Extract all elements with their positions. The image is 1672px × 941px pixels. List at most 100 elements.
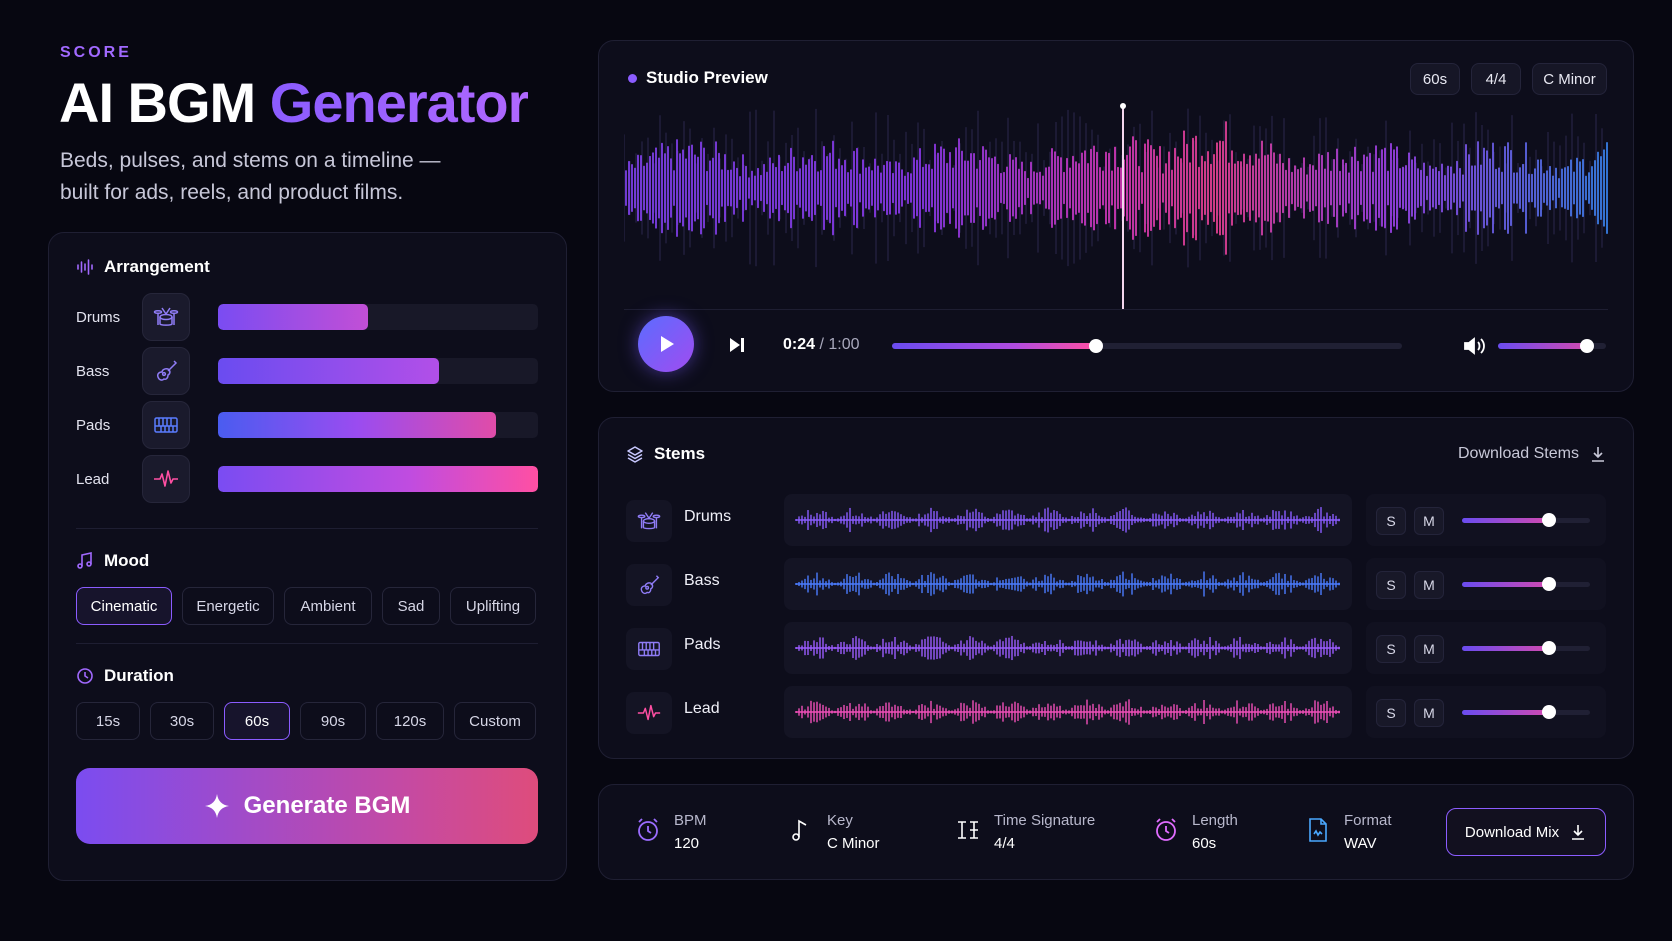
mood-title: Mood	[104, 551, 150, 570]
current-time: 0:24	[783, 336, 816, 353]
brand-label: SCORE	[60, 44, 132, 61]
play-button[interactable]	[638, 316, 694, 372]
download-stems-link[interactable]: Download Stems	[1458, 445, 1607, 463]
pads-level-fill	[218, 412, 497, 438]
arrangement-row-drums: Drums	[76, 293, 538, 341]
time-signature-icon	[958, 821, 978, 839]
stem-icon-box	[626, 564, 672, 606]
guitar-icon	[157, 360, 178, 381]
stem-volume-knob[interactable]	[1542, 577, 1557, 591]
title-main: AI BGM	[59, 71, 256, 134]
master-volume-track[interactable]	[1498, 339, 1606, 353]
drums-icon-box[interactable]	[142, 293, 190, 341]
drums-level-track[interactable]	[218, 304, 538, 330]
waveform-divider	[624, 309, 1608, 310]
stem-waveform-lead[interactable]	[784, 686, 1352, 738]
stem-name: Lead	[684, 700, 720, 717]
main-waveform[interactable]	[624, 100, 1608, 312]
meta-value: 4/4	[994, 835, 1015, 852]
play-icon	[661, 336, 674, 352]
duration-chip-120s[interactable]: 120s	[376, 702, 444, 740]
pads-level-track[interactable]	[218, 412, 538, 438]
solo-button[interactable]: S	[1376, 699, 1406, 727]
arrangement-label: Lead	[76, 470, 110, 488]
total-time: / 1:00	[819, 336, 860, 353]
duration-chip-30s[interactable]: 30s	[150, 702, 214, 740]
sparkle-icon	[204, 794, 229, 818]
stem-row-drums: Drums S M	[626, 494, 1606, 548]
drums-icon	[153, 307, 179, 326]
lead-level-fill	[218, 466, 538, 492]
mood-divider	[76, 643, 538, 644]
meta-key-signature: Key C Minor	[787, 810, 880, 856]
duration-chip-15s[interactable]: 15s	[76, 702, 140, 740]
meta-key: BPM	[674, 812, 707, 829]
solo-button[interactable]: S	[1376, 571, 1406, 599]
meta-time-signature: Time Signature 4/4	[954, 810, 1095, 856]
arrangement-label: Pads	[76, 416, 111, 434]
mute-button[interactable]: M	[1414, 571, 1444, 599]
mood-chip-cinematic[interactable]: Cinematic	[76, 587, 172, 625]
bass-level-track[interactable]	[218, 358, 538, 384]
duration-chip-60s[interactable]: 60s	[224, 702, 290, 740]
arrangement-label: Bass	[76, 362, 110, 380]
lead-icon-box[interactable]	[142, 455, 190, 503]
arrangement-divider	[76, 528, 538, 529]
stem-volume-fill	[1462, 710, 1550, 715]
mood-chip-sad[interactable]: Sad	[382, 587, 440, 625]
mute-button[interactable]: M	[1414, 699, 1444, 727]
mute-button[interactable]: M	[1414, 507, 1444, 535]
arrangement-row-lead: Lead	[76, 455, 538, 503]
download-mix-button[interactable]: Download Mix	[1446, 808, 1606, 856]
lead-level-track[interactable]	[218, 466, 538, 492]
meta-key: Time Signature	[994, 812, 1096, 829]
pulse-icon	[154, 470, 178, 487]
skip-forward-icon[interactable]	[727, 335, 747, 355]
stem-volume-slider[interactable]	[1462, 577, 1590, 591]
stem-volume-slider[interactable]	[1462, 641, 1590, 655]
playhead-top-dot	[1120, 103, 1126, 109]
duration-title: Duration	[104, 666, 174, 685]
meta-value: 120	[674, 835, 700, 852]
alarm-clock-icon	[1156, 818, 1176, 841]
stem-waveform-pads[interactable]	[784, 622, 1352, 674]
mood-heading: Mood	[76, 551, 149, 571]
stem-volume-knob[interactable]	[1542, 641, 1557, 655]
stem-name: Bass	[684, 572, 720, 589]
stem-controls: S M	[1366, 558, 1606, 610]
mood-chips: Cinematic Energetic Ambient Sad Upliftin…	[76, 587, 536, 625]
preview-tag-duration: 60s	[1410, 63, 1460, 95]
solo-button[interactable]: S	[1376, 507, 1406, 535]
volume-icon[interactable]	[1462, 334, 1486, 358]
preview-tag-key: C Minor	[1532, 63, 1607, 95]
stem-waveform-bass[interactable]	[784, 558, 1352, 610]
stem-volume-slider[interactable]	[1462, 513, 1590, 527]
duration-chip-90s[interactable]: 90s	[300, 702, 366, 740]
guitar-icon	[640, 575, 660, 595]
stem-waveform-drums[interactable]	[784, 494, 1352, 546]
stems-title: Stems	[654, 444, 706, 463]
stem-volume-slider[interactable]	[1462, 705, 1590, 719]
mood-chip-energetic[interactable]: Energetic	[182, 587, 274, 625]
pads-icon-box[interactable]	[142, 401, 190, 449]
progress-track[interactable]	[892, 339, 1402, 353]
mute-button[interactable]: M	[1414, 635, 1444, 663]
mood-chip-uplifting[interactable]: Uplifting	[450, 587, 536, 625]
master-volume-knob[interactable]	[1579, 339, 1594, 353]
meta-bpm: BPM 120	[634, 810, 707, 856]
playhead-line[interactable]	[1122, 105, 1124, 310]
title-accent: Generator	[269, 71, 530, 134]
meta-key: Length	[1192, 812, 1238, 829]
meta-length: Length 60s	[1152, 810, 1238, 856]
stem-volume-knob[interactable]	[1542, 513, 1557, 527]
bass-icon-box[interactable]	[142, 347, 190, 395]
stem-volume-knob[interactable]	[1542, 705, 1557, 719]
solo-button[interactable]: S	[1376, 635, 1406, 663]
stem-volume-fill	[1462, 646, 1550, 651]
generate-button[interactable]: Generate BGM	[76, 768, 538, 844]
mood-chip-ambient[interactable]: Ambient	[284, 587, 372, 625]
audio-file-icon	[1309, 818, 1327, 842]
stem-volume-fill	[1462, 582, 1550, 587]
duration-chip-custom[interactable]: Custom	[454, 702, 536, 740]
progress-knob[interactable]	[1089, 339, 1103, 353]
